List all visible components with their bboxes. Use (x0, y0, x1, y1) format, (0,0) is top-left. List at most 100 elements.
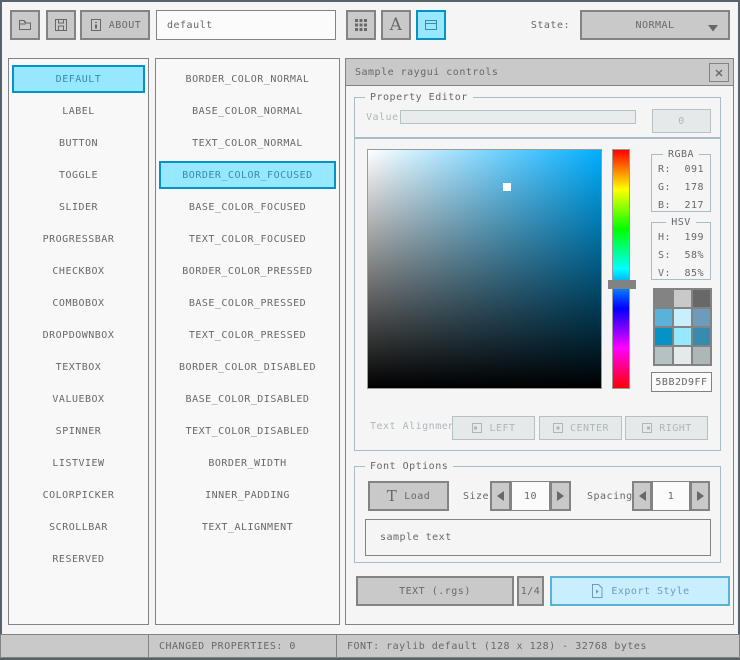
load-font-label: Load (404, 490, 431, 502)
export-style-label: Export Style (611, 585, 690, 597)
swatch-text-focused[interactable] (693, 309, 710, 326)
value-slider[interactable] (400, 110, 636, 124)
controls-list-item[interactable]: PROGRESSBAR (42, 233, 115, 245)
properties-list-item[interactable]: TEXT_COLOR_DISABLED (185, 425, 310, 437)
close-button[interactable] (709, 63, 729, 82)
swatch-text-normal[interactable] (693, 290, 710, 307)
properties-list-item[interactable]: BORDER_WIDTH (208, 457, 287, 469)
properties-list-item[interactable]: TEXT_ALIGNMENT (201, 521, 294, 533)
controls-view-toggle[interactable] (416, 10, 446, 40)
properties-list-item[interactable]: BORDER_COLOR_PRESSED (182, 265, 313, 277)
controls-list-item[interactable]: BUTTON (58, 137, 99, 149)
export-format-button[interactable]: TEXT (.rgs) (356, 576, 514, 606)
properties-list-item[interactable]: TEXT_COLOR_FOCUSED (188, 233, 307, 245)
h-value: 199 (684, 231, 704, 243)
property-editor-group: Property Editor (354, 92, 721, 138)
controls-list-item[interactable]: SCROLLBAR (49, 521, 108, 533)
font-spacing-value: 1 (667, 490, 675, 502)
hex-color-value: 5BB2D9FF (655, 376, 708, 388)
controls-list-item[interactable]: SPINNER (55, 425, 102, 437)
properties-list-item[interactable]: BASE_COLOR_PRESSED (188, 297, 307, 309)
controls-list-item[interactable]: RESERVED (52, 553, 105, 565)
font-size-increment-button[interactable] (550, 481, 571, 511)
swatch-base-pressed[interactable] (674, 328, 691, 345)
swatch-border-normal[interactable] (655, 290, 672, 307)
hue-slider-bar[interactable] (608, 149, 636, 389)
align-left-button[interactable]: LEFT (452, 416, 535, 440)
swatch-text-pressed[interactable] (693, 328, 710, 345)
s-value: 58% (684, 249, 704, 261)
controls-list-item[interactable]: LISTVIEW (52, 457, 105, 469)
property-editor-group-label: Property Editor (365, 92, 473, 103)
font-size-value: 10 (523, 490, 538, 502)
grid-view-toggle[interactable] (346, 10, 376, 40)
controls-list-item[interactable]: CHECKBOX (52, 265, 105, 277)
properties-list-item[interactable]: BASE_COLOR_DISABLED (185, 393, 310, 405)
export-file-icon (590, 583, 604, 599)
font-spacing-value-box[interactable]: 1 (652, 481, 690, 511)
properties-list-item[interactable]: TEXT_COLOR_PRESSED (188, 329, 307, 341)
hex-color-input[interactable]: 5BB2D9FF (651, 372, 712, 392)
font-spacing-increment-button[interactable] (690, 481, 710, 511)
controls-list-item[interactable]: VALUEBOX (52, 393, 105, 405)
controls-list-item[interactable]: COMBOBOX (52, 297, 105, 309)
properties-list-item[interactable]: TEXT_COLOR_NORMAL (192, 137, 303, 149)
controls-list-item[interactable]: TEXTBOX (55, 361, 102, 373)
controls-list: DEFAULT LABEL BUTTON TOGGLE SLIDER PROGR… (8, 58, 149, 625)
hsv-group: HSV H: 199 S: 58% V: 85% (651, 217, 711, 280)
controls-list-item[interactable]: LABEL (62, 105, 95, 117)
font-view-toggle[interactable]: A (381, 10, 411, 40)
controls-list-item[interactable]: TOGGLE (58, 169, 99, 181)
load-font-button[interactable]: T Load (368, 481, 449, 511)
save-style-button[interactable] (46, 10, 76, 40)
swatch-base-normal[interactable] (674, 290, 691, 307)
export-style-button[interactable]: Export Style (550, 576, 730, 606)
swatch-border-disabled[interactable] (655, 347, 672, 364)
sample-text-value: sample text (380, 532, 452, 543)
value-display-box[interactable]: 0 (652, 109, 711, 133)
controls-list-item[interactable]: SLIDER (58, 201, 99, 213)
about-button[interactable]: ABOUT (80, 10, 150, 40)
controls-list-item[interactable]: COLORPICKER (42, 489, 115, 501)
hue-slider-handle[interactable] (608, 280, 636, 289)
properties-list-item[interactable]: INNER_PADDING (205, 489, 290, 501)
font-size-decrement-button[interactable] (490, 481, 511, 511)
controls-list-item[interactable]: DEFAULT (12, 65, 145, 93)
color-picker-cursor[interactable] (503, 183, 511, 191)
hsv-row-s: S: 58% (658, 249, 704, 261)
statusbar-segment-empty (0, 634, 149, 658)
align-right-label: RIGHT (659, 422, 692, 434)
properties-list-item[interactable]: BASE_COLOR_NORMAL (192, 105, 303, 117)
color-saturation-value-panel[interactable] (367, 149, 602, 389)
r-label: R: (658, 163, 672, 175)
properties-list-item[interactable]: BORDER_COLOR_DISABLED (179, 361, 316, 373)
swatch-border-pressed[interactable] (655, 328, 672, 345)
swatch-border-focused[interactable] (655, 309, 672, 326)
controls-list-item[interactable]: DROPDOWNBOX (42, 329, 115, 341)
changed-properties-text: CHANGED PROPERTIES: 0 (159, 640, 296, 652)
style-name-input[interactable] (156, 10, 336, 40)
rgba-row-b: B: 217 (658, 199, 704, 211)
swatch-base-focused[interactable] (674, 309, 691, 326)
open-style-button[interactable] (10, 10, 40, 40)
properties-list-item[interactable]: BORDER_COLOR_FOCUSED (159, 161, 336, 189)
state-dropdown[interactable]: NORMAL (580, 10, 730, 40)
arrow-left-icon (638, 490, 647, 502)
sample-text-input[interactable]: sample text (365, 519, 711, 556)
font-size-value-box[interactable]: 10 (511, 481, 550, 511)
swatch-text-disabled[interactable] (693, 347, 710, 364)
close-icon (715, 69, 723, 77)
align-center-icon (552, 422, 564, 434)
arrow-left-icon (496, 490, 505, 502)
properties-list-item[interactable]: BORDER_COLOR_NORMAL (185, 73, 310, 85)
align-right-button[interactable]: RIGHT (625, 416, 708, 440)
properties-list-item[interactable]: BASE_COLOR_FOCUSED (188, 201, 307, 213)
font-spacing-decrement-button[interactable] (632, 481, 652, 511)
folder-open-icon (17, 17, 33, 33)
align-center-button[interactable]: CENTER (539, 416, 622, 440)
format-page-button[interactable]: 1/4 (517, 576, 544, 606)
text-alignment-label: Text Alignment: (370, 421, 468, 432)
g-label: G: (658, 181, 672, 193)
swatch-base-disabled[interactable] (674, 347, 691, 364)
v-label: V: (658, 267, 672, 279)
